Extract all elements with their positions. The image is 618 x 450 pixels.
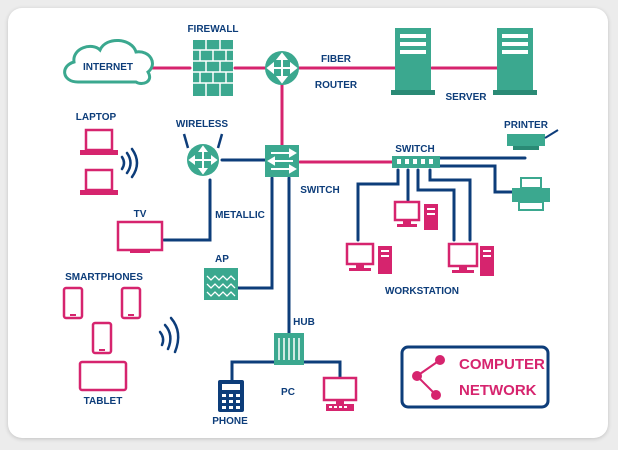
desk-phone-icon: [218, 380, 244, 412]
server-icon: [391, 28, 435, 95]
internet-cloud-icon: INTERNET: [63, 39, 154, 86]
workstation-icon: [393, 200, 438, 230]
workstation-icon: [447, 242, 494, 276]
pc-icon: [322, 376, 358, 411]
link-switch-ws3: [416, 168, 456, 242]
wireless-label: WIRELESS: [176, 119, 229, 130]
access-point-icon: [204, 268, 238, 300]
tv-icon: [116, 220, 164, 253]
tv-label: TV: [134, 209, 147, 220]
laptop-icon: [80, 128, 118, 155]
link-ap-switch: [236, 176, 274, 290]
pc-label: PC: [281, 387, 295, 398]
switch-icon: [265, 145, 299, 177]
fiber-label: FIBER: [321, 54, 352, 65]
internet-label: INTERNET: [83, 62, 133, 73]
firewall-label: FIREWALL: [187, 24, 238, 35]
tablet-label: TABLET: [84, 396, 123, 407]
workstation-label: WORKSTATION: [385, 286, 459, 297]
switch-top-label: SWITCH: [395, 144, 434, 155]
metallic-label: METALLIC: [215, 210, 265, 221]
laptop-icon: [80, 168, 118, 195]
server-label: SERVER: [446, 92, 488, 103]
wifi-waves-icon: [120, 147, 139, 179]
router-icon: [265, 51, 299, 85]
network-printer-icon: [507, 129, 559, 150]
switch-main-label: SWITCH: [300, 185, 339, 196]
link-tv-wireless: [162, 178, 212, 242]
hub-icon: [274, 333, 304, 365]
smartphone-icon: [62, 286, 84, 320]
link-switch-printer-bottom: [438, 164, 514, 194]
wifi-waves-icon: [158, 316, 180, 354]
network-switch-icon: [392, 156, 440, 168]
title-line1: COMPUTER: [459, 356, 545, 373]
smartphone-icon: [91, 321, 113, 355]
phone-label: PHONE: [212, 416, 248, 427]
network-nodes-icon: [412, 355, 445, 400]
hub-label: HUB: [293, 317, 315, 328]
link-hub-pc: [300, 360, 342, 380]
title-line2: NETWORK: [459, 382, 537, 399]
link-switch-ws3b: [428, 168, 472, 242]
server-icon: [493, 28, 537, 95]
workstation-icon: [345, 242, 392, 274]
firewall-icon: [193, 40, 233, 96]
title-box: COMPUTER NETWORK: [400, 345, 550, 409]
laptop-label: LAPTOP: [76, 112, 117, 123]
link-switch-ws1: [356, 168, 400, 242]
tablet-icon: [78, 360, 128, 392]
connections: [148, 66, 527, 382]
printer-label: PRINTER: [504, 120, 549, 131]
smartphones-label: SMARTPHONES: [65, 272, 143, 283]
smartphone-icon: [120, 286, 142, 320]
ap-label: AP: [215, 254, 229, 265]
wireless-router-icon: [182, 133, 224, 176]
printer-icon: [512, 177, 550, 211]
router-label: ROUTER: [315, 80, 358, 91]
link-hub-phone: [230, 360, 278, 382]
